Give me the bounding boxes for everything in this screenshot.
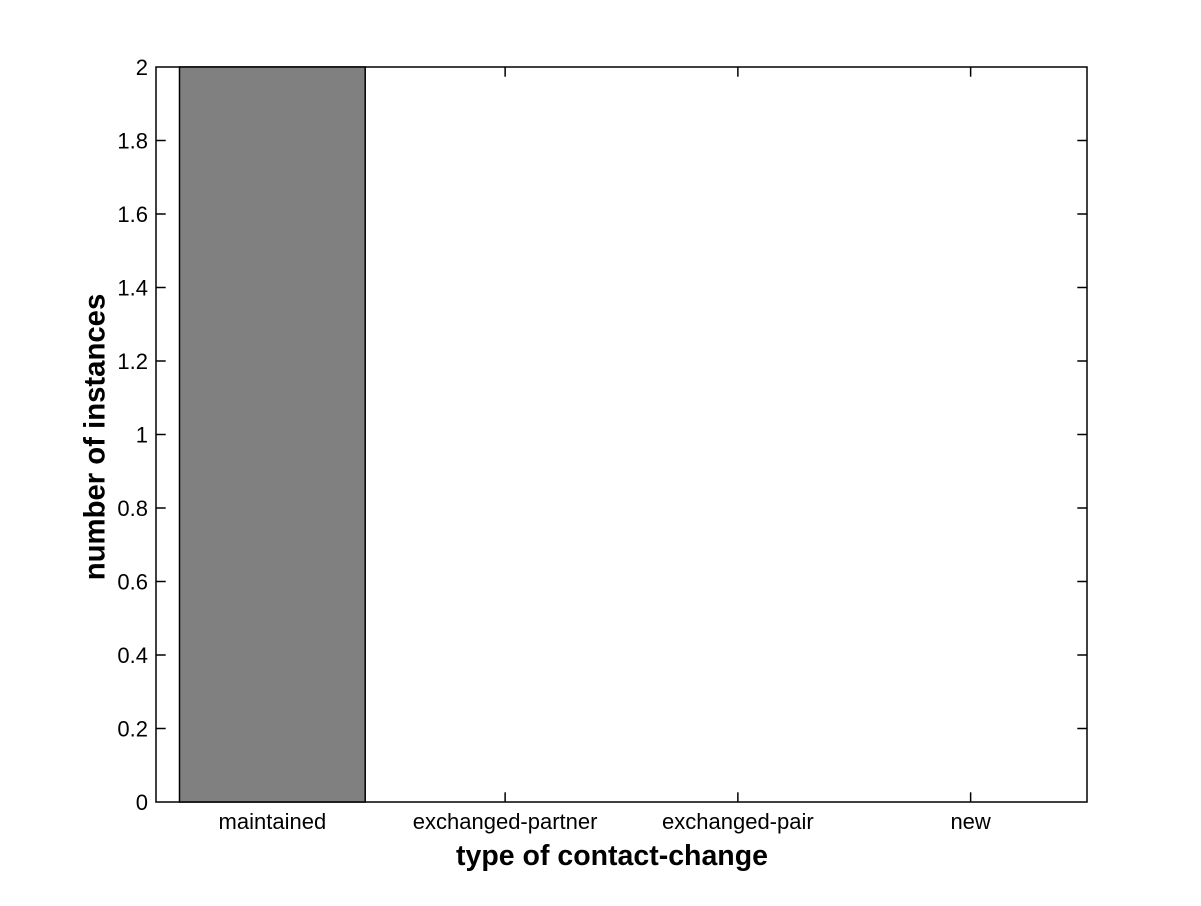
svg-text:0.8: 0.8 — [117, 496, 148, 521]
svg-text:0: 0 — [136, 790, 148, 815]
svg-text:new: new — [950, 809, 990, 834]
svg-text:2: 2 — [136, 55, 148, 80]
svg-text:exchanged-pair: exchanged-pair — [662, 809, 814, 834]
svg-text:1.6: 1.6 — [117, 202, 148, 227]
svg-text:0.6: 0.6 — [117, 570, 148, 595]
svg-text:0.2: 0.2 — [117, 717, 148, 742]
svg-text:0.4: 0.4 — [117, 643, 148, 668]
svg-text:type of contact-change: type of contact-change — [456, 840, 768, 872]
svg-text:1.8: 1.8 — [117, 129, 148, 154]
svg-text:1.4: 1.4 — [117, 276, 148, 301]
svg-text:number of instances: number of instances — [79, 294, 112, 581]
svg-text:1: 1 — [136, 423, 148, 448]
svg-text:exchanged-partner: exchanged-partner — [413, 809, 598, 834]
svg-text:maintained: maintained — [219, 809, 327, 834]
svg-text:1.2: 1.2 — [117, 349, 148, 374]
